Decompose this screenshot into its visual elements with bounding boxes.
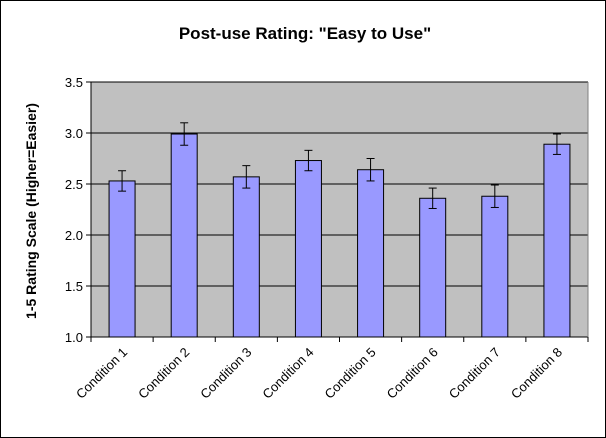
x-tick-label: Condition 6 xyxy=(384,345,441,402)
bars xyxy=(108,133,571,338)
bar-2 xyxy=(170,133,198,338)
error-bars xyxy=(118,122,561,209)
bar-4 xyxy=(294,160,322,338)
bar-8 xyxy=(543,143,571,338)
x-tick-label: Condition 4 xyxy=(259,345,316,402)
y-tick-label: 3.0 xyxy=(65,126,83,141)
y-tick-label: 3.5 xyxy=(65,75,83,90)
bar-5 xyxy=(357,169,385,338)
x-tick-label: Condition 1 xyxy=(73,345,130,402)
x-tick-label: Condition 8 xyxy=(508,345,565,402)
x-tick-labels: Condition 1 Condition 2 Condition 3 Conditi… xyxy=(73,337,589,402)
chart-title: Post-use Rating: "Easy to Use" xyxy=(179,24,431,43)
bar-3 xyxy=(232,176,260,338)
x-tick-label: Condition 7 xyxy=(446,345,503,402)
y-tick-label: 1.0 xyxy=(65,330,83,345)
y-tick-labels: 1.0 1.5 2.0 2.5 3.0 3.5 xyxy=(65,75,91,345)
bar-6 xyxy=(419,197,447,338)
x-tick-label: Condition 5 xyxy=(322,345,379,402)
y-tick-label: 2.0 xyxy=(65,228,83,243)
bar-7 xyxy=(481,195,509,338)
x-tick-label: Condition 3 xyxy=(197,345,254,402)
bar-1 xyxy=(108,180,136,338)
y-tick-label: 1.5 xyxy=(65,279,83,294)
x-tick-label: Condition 2 xyxy=(135,345,192,402)
plot-area xyxy=(91,82,588,337)
y-axis-label: 1-5 Rating Scale (Higher=Easier) xyxy=(23,103,39,319)
y-tick-label: 2.5 xyxy=(65,177,83,192)
